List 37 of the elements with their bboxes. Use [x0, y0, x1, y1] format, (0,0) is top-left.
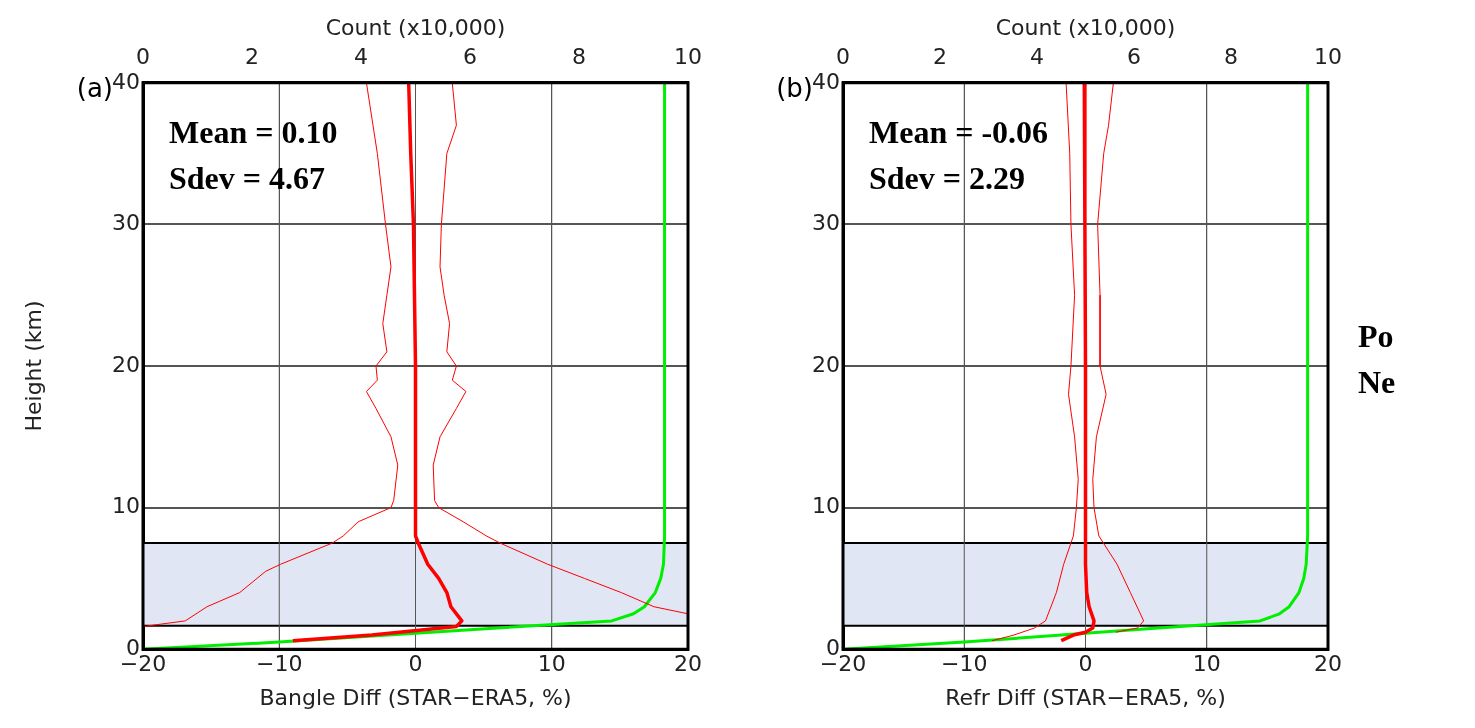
x-tick-label: 20 — [674, 651, 702, 677]
x2-axis-title: Count (x10,000) — [325, 14, 506, 40]
text: (a) — [76, 72, 113, 103]
y-tick-label: 10 — [812, 493, 840, 519]
x-axis-title: Refr Diff (STAR−ERA5, %) — [945, 684, 1226, 710]
x2-tick-label: 10 — [1314, 44, 1342, 70]
text: (b) — [776, 72, 813, 103]
text: Po — [1358, 317, 1395, 356]
x2-axis-title: Count (x10,000) — [995, 14, 1176, 40]
y-tick-label: 20 — [112, 351, 140, 377]
y-tick-label: 30 — [112, 210, 140, 236]
annotation: Sdev = 2.29 — [869, 160, 1026, 197]
x2-tick-label: 8 — [572, 44, 586, 70]
x2-tick-label: 6 — [463, 44, 477, 70]
x2-tick-label: 4 — [1030, 44, 1044, 70]
y-tick-label: 40 — [112, 68, 140, 94]
x-tick-label: 20 — [1314, 651, 1342, 677]
x2-tick-label: 10 — [674, 44, 702, 70]
x2-tick-label: 6 — [1127, 44, 1141, 70]
y-tick-label: 10 — [112, 493, 140, 519]
x2-tick-label: 8 — [1224, 44, 1238, 70]
x-tick-label: −10 — [256, 651, 303, 677]
x2-tick-label: 2 — [245, 44, 259, 70]
y-axis-title: Height (km) — [20, 300, 46, 432]
x-tick-label: 0 — [408, 651, 423, 677]
y-tick-label: 30 — [812, 210, 840, 236]
x-tick-label: 0 — [1078, 651, 1093, 677]
x-axis-title: Bangle Diff (STAR−ERA5, %) — [259, 684, 572, 710]
x-tick-label: 10 — [537, 651, 566, 677]
y-tick-label: 20 — [812, 351, 840, 377]
x2-tick-label: 2 — [933, 44, 947, 70]
x2-tick-label: 4 — [354, 44, 368, 70]
x-tick-label: −10 — [941, 651, 988, 677]
annotation: Mean = 0.10 — [169, 114, 338, 151]
y-tick-label: 40 — [812, 68, 840, 94]
text: Ne — [1358, 363, 1396, 402]
x-tick-label: 10 — [1192, 651, 1221, 677]
